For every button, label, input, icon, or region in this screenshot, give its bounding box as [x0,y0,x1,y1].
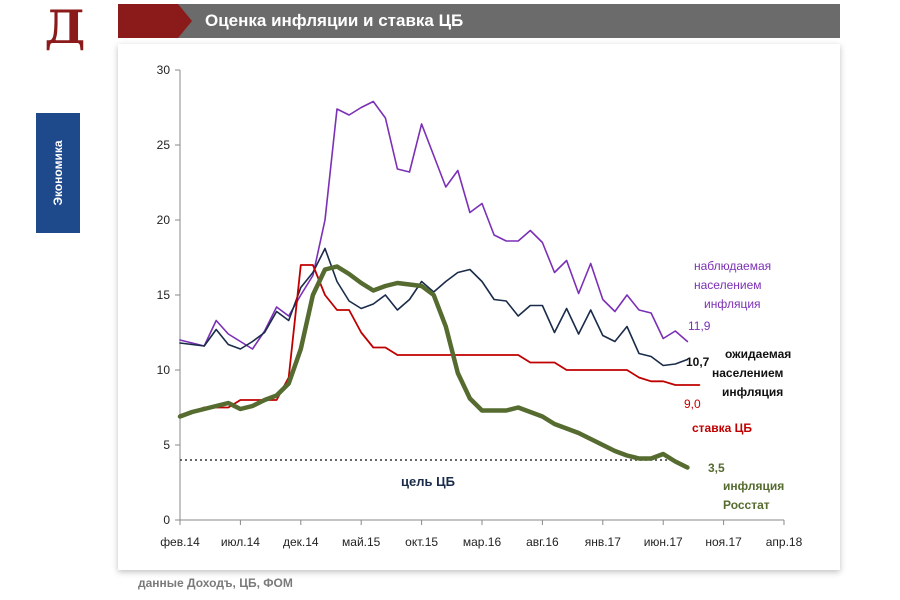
y-tick-label: 20 [157,213,171,227]
y-tick-label: 5 [163,438,170,452]
target-line-label: цель ЦБ [401,474,455,489]
header-bar [118,4,840,38]
x-tick-label: апр.18 [766,535,803,549]
y-tick-label: 25 [157,138,171,152]
series-line-expected [179,247,689,367]
logo: Д [44,0,86,54]
series-label-expected: ожидаемая [725,347,791,361]
x-tick-label: фев.14 [160,535,200,549]
x-tick-label: дек.14 [283,535,319,549]
series-end-value-key_rate: 9,0 [684,397,701,411]
series-end-value-rosstat: 3,5 [708,461,725,475]
chart-panel: 0 5 10 15 20 25 30 фев.14 июл.14 дек.14 май.15 окт.… [118,44,840,570]
series-label-rosstat: инфляция [723,479,784,493]
x-tick-label: янв.17 [585,535,622,549]
section-tab-label: Экономика [51,140,65,206]
y-tick-label: 30 [157,63,171,77]
header-arrow-icon [178,4,192,38]
series-label-rosstat: Росстат [723,498,770,512]
x-tick-label: окт.15 [405,535,438,549]
x-tick-label: ноя.17 [705,535,742,549]
y-tick-label: 10 [157,363,171,377]
y-tick-label: 0 [163,513,170,527]
series-label-observed: наблюдаемая [694,259,771,273]
series-label-expected: инфляция [722,385,783,399]
series-line-observed [179,100,689,350]
series-end-value-observed: 11,9 [688,319,711,333]
line-chart: 0 5 10 15 20 25 30 фев.14 июл.14 дек.14 май.15 окт.… [157,63,803,549]
series-label-observed: инфляция [704,297,761,311]
x-tick-label: май.15 [342,535,381,549]
series-end-value-expected: 10,7 [686,355,710,369]
x-tick-label: июл.14 [221,535,260,549]
series-label-key_rate: ставка ЦБ [692,421,752,435]
series-label-expected: населением [712,366,784,380]
x-tick-label: авг.16 [526,535,559,549]
x-tick-label: мар.16 [463,535,502,549]
series-line-rosstat [177,264,690,470]
source-note: данные Доходъ, ЦБ, ФОМ [138,576,293,590]
x-tick-label: июн.17 [644,535,683,549]
header-accent [118,4,178,38]
section-tab[interactable] [36,113,80,233]
y-tick-label: 15 [157,288,171,302]
series-label-observed: населением [694,278,762,292]
page-title: Оценка инфляции и ставка ЦБ [205,11,464,30]
